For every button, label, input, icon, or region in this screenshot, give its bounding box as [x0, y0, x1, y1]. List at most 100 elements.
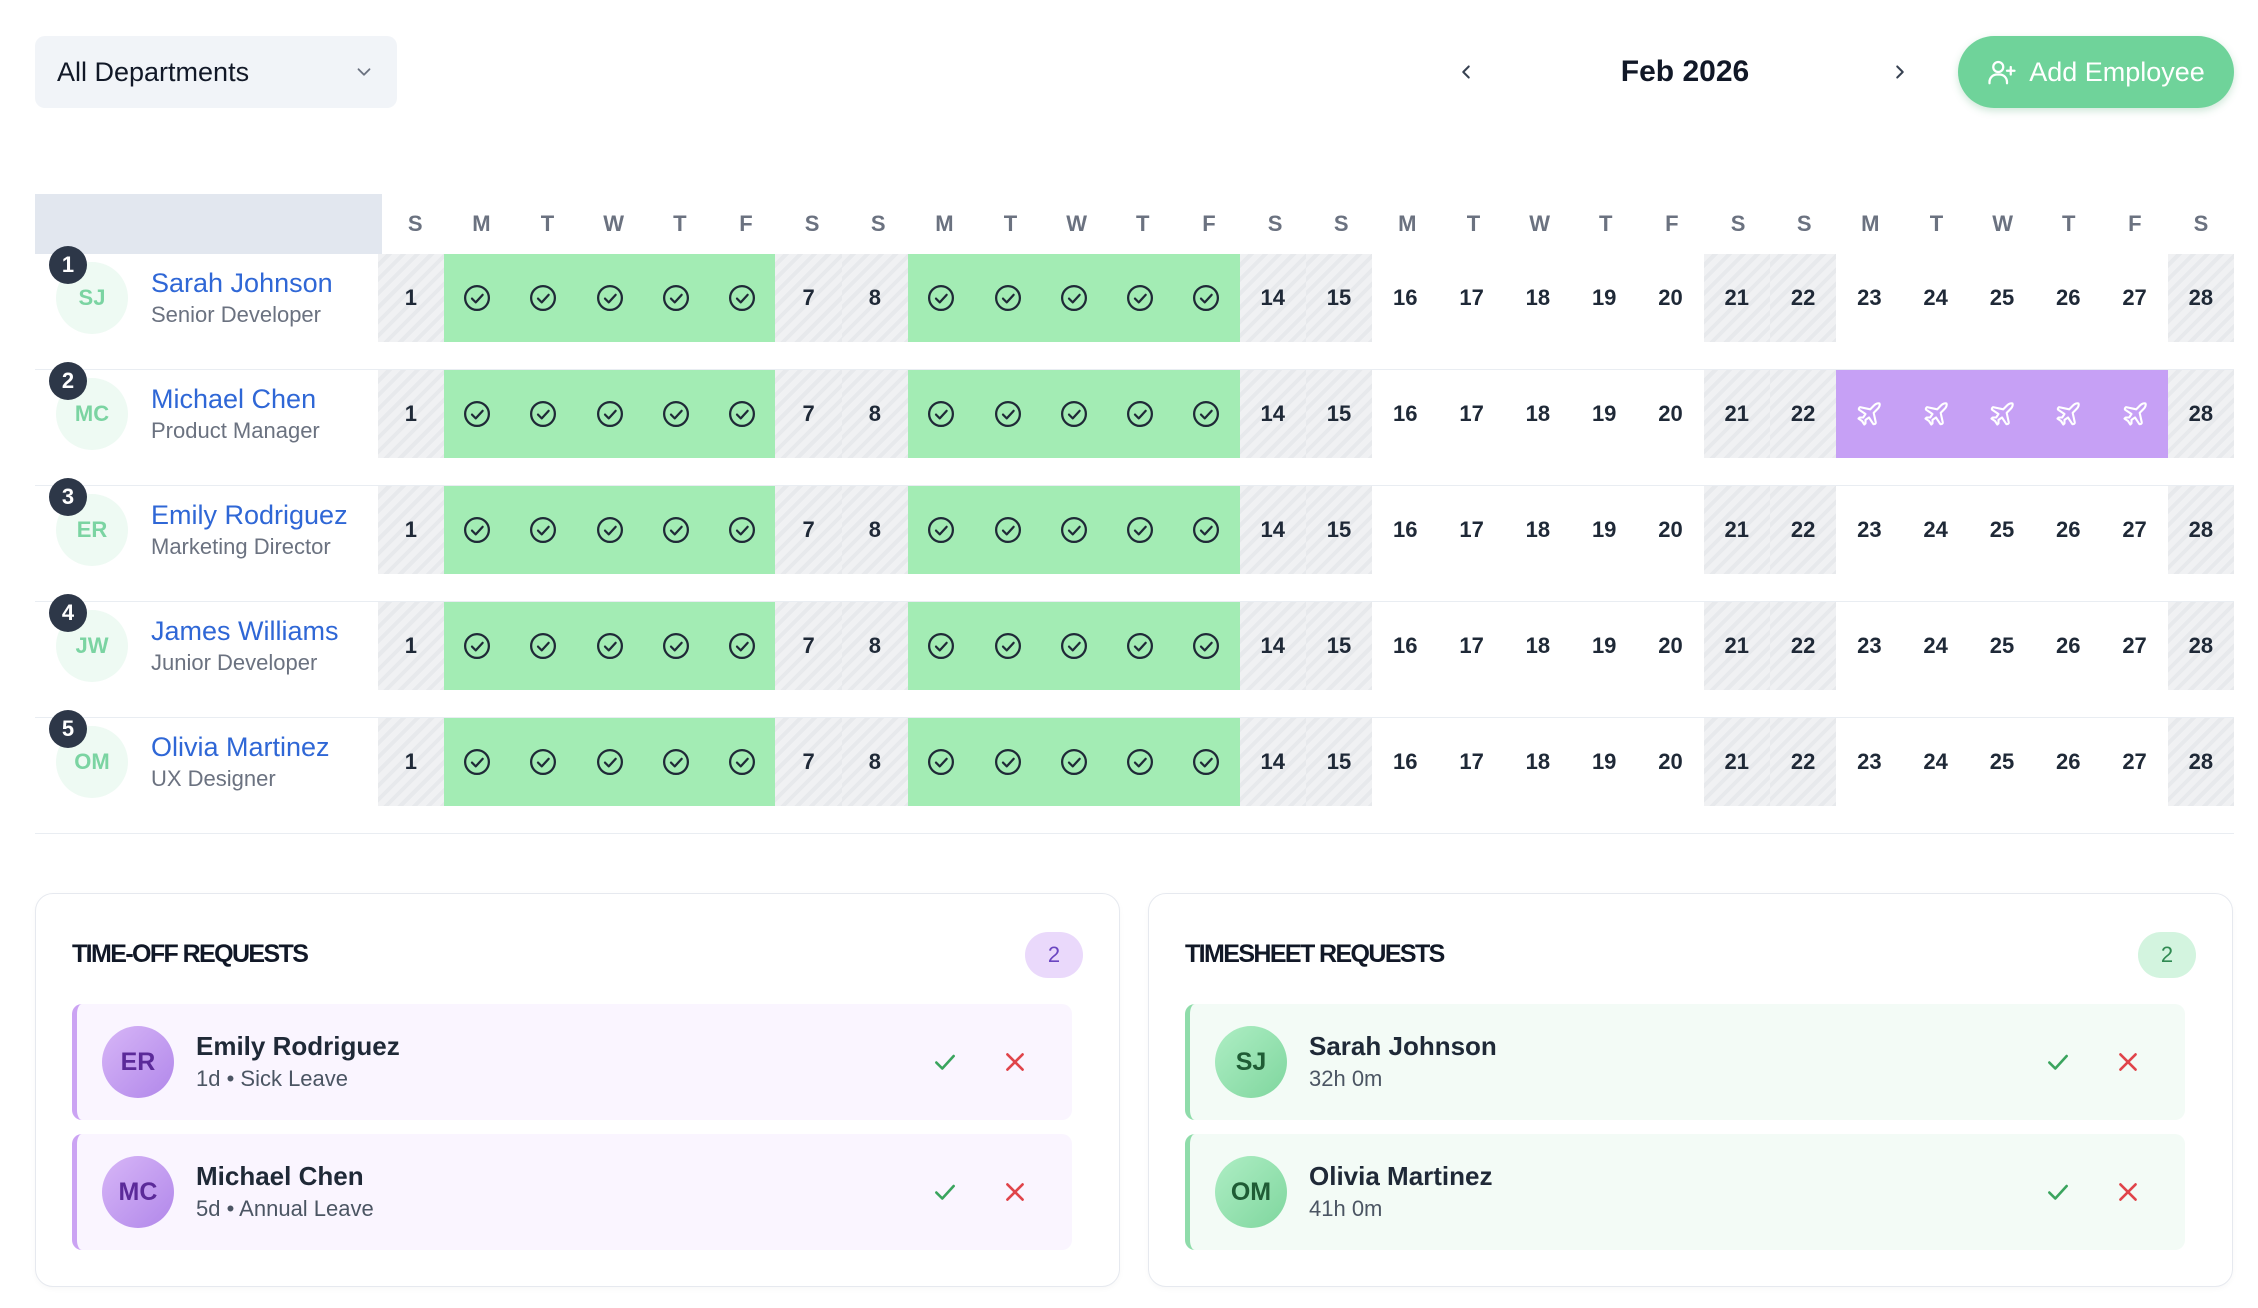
prev-month-button[interactable] — [1430, 36, 1502, 108]
day-cell[interactable]: 25 — [1989, 517, 2015, 542]
day-cell[interactable]: 25 — [1989, 633, 2015, 658]
day-cell[interactable]: 20 — [1658, 401, 1683, 426]
day-cell[interactable]: 15 — [1305, 718, 1373, 806]
day-cell[interactable]: 20 — [1658, 633, 1683, 658]
day-cell[interactable]: 20 — [1658, 749, 1683, 774]
day-cell-approved[interactable] — [642, 718, 710, 806]
day-cell[interactable]: 28 — [2167, 254, 2234, 342]
day-cell-approved[interactable] — [1106, 602, 1174, 690]
day-cell-approved[interactable] — [974, 718, 1041, 806]
day-cell-approved[interactable] — [974, 486, 1041, 574]
day-cell[interactable]: 15 — [1305, 254, 1373, 342]
day-cell-approved[interactable] — [908, 602, 975, 690]
day-cell[interactable]: 28 — [2167, 370, 2234, 458]
day-cell[interactable]: 27 — [2122, 633, 2147, 658]
department-select[interactable]: All Departments — [35, 36, 397, 108]
day-cell[interactable]: 17 — [1459, 749, 1484, 774]
day-cell-approved[interactable] — [576, 602, 643, 690]
day-cell-approved[interactable] — [1106, 254, 1174, 342]
day-cell-approved[interactable] — [1173, 602, 1240, 690]
day-cell-approved[interactable] — [510, 370, 577, 458]
day-cell[interactable]: 20 — [1658, 285, 1683, 310]
day-cell[interactable]: 28 — [2167, 718, 2234, 806]
day-cell[interactable]: 14 — [1239, 486, 1306, 574]
day-cell[interactable]: 18 — [1525, 401, 1551, 426]
day-cell[interactable]: 19 — [1591, 749, 1617, 774]
day-cell-approved[interactable] — [576, 718, 643, 806]
day-cell-vacation[interactable] — [1902, 370, 1969, 458]
day-cell[interactable]: 16 — [1393, 749, 1418, 774]
day-cell-approved[interactable] — [709, 370, 776, 458]
day-cell-approved[interactable] — [1173, 370, 1240, 458]
day-cell[interactable]: 25 — [1989, 749, 2015, 774]
day-cell[interactable]: 22 — [1769, 602, 1837, 690]
day-cell-approved[interactable] — [1106, 370, 1174, 458]
employee-name[interactable]: Sarah Johnson — [151, 268, 333, 298]
day-cell[interactable]: 21 — [1703, 602, 1770, 690]
day-cell[interactable]: 16 — [1393, 633, 1418, 658]
reject-button[interactable] — [980, 1157, 1050, 1227]
day-cell[interactable]: 1 — [377, 718, 444, 806]
employee-name[interactable]: James Williams — [151, 616, 339, 646]
day-cell[interactable]: 8 — [841, 486, 909, 574]
day-cell-approved[interactable] — [642, 370, 710, 458]
day-cell[interactable]: 17 — [1459, 285, 1484, 310]
day-cell-approved[interactable] — [908, 370, 975, 458]
day-cell[interactable]: 8 — [841, 718, 909, 806]
day-cell[interactable]: 1 — [377, 254, 444, 342]
reject-button[interactable] — [2093, 1157, 2163, 1227]
day-cell-approved[interactable] — [1173, 486, 1240, 574]
day-cell[interactable]: 18 — [1525, 517, 1551, 542]
day-cell[interactable]: 19 — [1591, 401, 1617, 426]
day-cell[interactable]: 14 — [1239, 370, 1306, 458]
day-cell[interactable]: 28 — [2167, 486, 2234, 574]
day-cell[interactable]: 19 — [1591, 517, 1617, 542]
approve-button[interactable] — [910, 1027, 980, 1097]
day-cell-approved[interactable] — [709, 718, 776, 806]
day-cell[interactable]: 8 — [841, 602, 909, 690]
day-cell[interactable]: 21 — [1703, 486, 1770, 574]
day-cell[interactable]: 19 — [1591, 633, 1617, 658]
next-month-button[interactable] — [1864, 36, 1936, 108]
day-cell[interactable]: 14 — [1239, 254, 1306, 342]
reject-button[interactable] — [2093, 1027, 2163, 1097]
day-cell[interactable]: 22 — [1769, 254, 1837, 342]
day-cell[interactable]: 16 — [1393, 285, 1418, 310]
day-cell-approved[interactable] — [642, 602, 710, 690]
day-cell[interactable]: 24 — [1923, 749, 1948, 774]
day-cell[interactable]: 1 — [377, 602, 444, 690]
day-cell[interactable]: 20 — [1658, 517, 1683, 542]
day-cell[interactable]: 23 — [1857, 285, 1882, 310]
day-cell[interactable]: 19 — [1591, 285, 1617, 310]
day-cell-vacation[interactable] — [2101, 370, 2168, 458]
day-cell[interactable]: 7 — [775, 718, 842, 806]
day-cell-approved[interactable] — [1106, 486, 1174, 574]
day-cell-approved[interactable] — [709, 486, 776, 574]
day-cell-approved[interactable] — [510, 718, 577, 806]
day-cell[interactable]: 28 — [2167, 602, 2234, 690]
approve-button[interactable] — [910, 1157, 980, 1227]
day-cell[interactable]: 18 — [1525, 285, 1551, 310]
day-cell[interactable]: 17 — [1459, 401, 1484, 426]
day-cell-approved[interactable] — [1040, 718, 1107, 806]
approve-button[interactable] — [2023, 1157, 2093, 1227]
day-cell[interactable]: 23 — [1857, 517, 1882, 542]
day-cell[interactable]: 27 — [2122, 749, 2147, 774]
day-cell-approved[interactable] — [443, 370, 511, 458]
day-cell-approved[interactable] — [974, 370, 1041, 458]
day-cell-approved[interactable] — [576, 370, 643, 458]
day-cell[interactable]: 16 — [1393, 517, 1418, 542]
day-cell-approved[interactable] — [908, 718, 975, 806]
day-cell[interactable]: 7 — [775, 602, 842, 690]
day-cell[interactable]: 23 — [1857, 749, 1882, 774]
day-cell[interactable]: 26 — [2056, 517, 2081, 542]
day-cell-approved[interactable] — [576, 254, 643, 342]
day-cell[interactable]: 1 — [377, 370, 444, 458]
day-cell[interactable]: 22 — [1769, 486, 1837, 574]
day-cell-approved[interactable] — [1173, 254, 1240, 342]
day-cell[interactable]: 24 — [1923, 517, 1948, 542]
day-cell[interactable]: 21 — [1703, 718, 1770, 806]
day-cell[interactable]: 17 — [1459, 517, 1484, 542]
approve-button[interactable] — [2023, 1027, 2093, 1097]
day-cell-approved[interactable] — [642, 254, 710, 342]
